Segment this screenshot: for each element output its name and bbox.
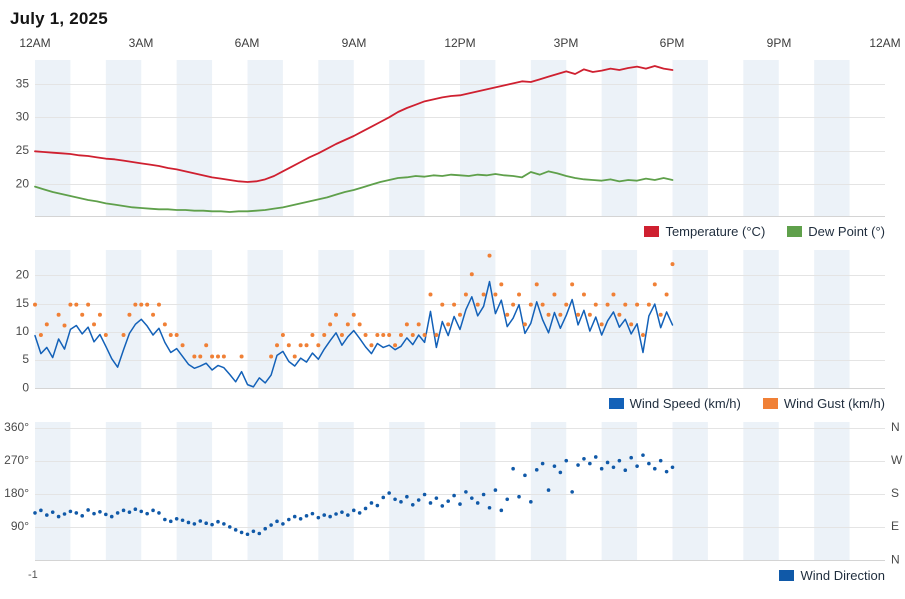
dew-point-legend-label: Dew Point (°): [808, 223, 885, 239]
legend-item-wind-direction: Wind Direction: [779, 568, 885, 583]
time-label-6am: 6AM: [234, 36, 260, 50]
wind-gust-swatch-icon: [762, 397, 778, 409]
time-label-12am-end: 12AM: [869, 36, 901, 50]
cutoff-axis-label: -1: [28, 569, 38, 581]
temperature-dewpoint-chart[interactable]: [0, 54, 905, 220]
time-label-12am: 12AM: [19, 36, 51, 50]
legend-item-wind-speed: Wind Speed (km/h): [608, 395, 741, 411]
temperature-legend: Temperature (°C) Dew Point (°): [0, 220, 905, 242]
wind-direction-swatch-icon: [779, 569, 795, 581]
legend-item-wind-gust: Wind Gust (km/h): [762, 395, 885, 411]
page-title: July 1, 2025: [10, 9, 108, 28]
legend-item-dew-point: Dew Point (°): [787, 224, 885, 239]
temperature-swatch-icon: [644, 225, 660, 237]
dew-point-swatch-icon: [787, 225, 803, 237]
weather-history-page: July 1, 2025 12AM 3AM 6AM 9AM 12PM 3PM 6…: [0, 9, 905, 586]
time-label-6pm: 6PM: [659, 36, 685, 50]
wind-gust-legend-label: Wind Gust (km/h): [783, 395, 885, 411]
wind-speed-legend-label: Wind Speed (km/h): [629, 395, 741, 411]
wind-speed-gust-chart[interactable]: [0, 242, 905, 392]
time-axis: 12AM 3AM 6AM 9AM 12PM 3PM 6PM 9PM 12AM: [0, 34, 905, 54]
wind-direction-legend: -1 Wind Direction: [0, 564, 905, 586]
wind-legend: Wind Speed (km/h) Wind Gust (km/h): [0, 392, 905, 414]
temperature-legend-label: Temperature (°C): [665, 223, 766, 239]
time-label-3pm: 3PM: [553, 36, 579, 50]
time-label-9am: 9AM: [341, 36, 367, 50]
time-label-12pm: 12PM: [444, 36, 476, 50]
time-label-3am: 3AM: [128, 36, 154, 50]
wind-speed-swatch-icon: [608, 397, 624, 409]
wind-direction-chart[interactable]: [0, 414, 905, 564]
wind-direction-legend-label: Wind Direction: [800, 567, 885, 583]
legend-item-temperature: Temperature (°C): [644, 224, 765, 239]
time-label-9pm: 9PM: [766, 36, 792, 50]
